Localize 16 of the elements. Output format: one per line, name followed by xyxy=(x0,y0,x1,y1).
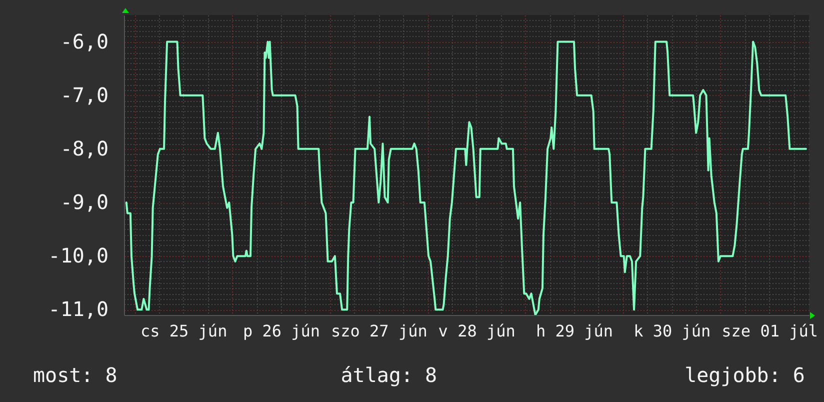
y-tick-label: -9,0 xyxy=(60,190,108,214)
y-tick-label: -6,0 xyxy=(60,29,108,54)
x-tick-label: v 28 jún xyxy=(438,322,516,340)
y-tick-label: -11,0 xyxy=(48,297,108,322)
x-tick-label: szo 27 jún xyxy=(331,322,428,340)
x-tick-label: cs 25 jún xyxy=(140,322,228,340)
x-tick-label: k 30 jún xyxy=(634,322,711,340)
y-tick-label: -7,0 xyxy=(60,82,108,107)
x-tick-label: h 29 jún xyxy=(536,322,614,340)
y-tick-label: -8,0 xyxy=(60,136,108,160)
y-tick-label: -10,0 xyxy=(48,244,108,268)
text: most: 8 xyxy=(33,363,118,387)
text: átlag: 8 xyxy=(340,363,438,387)
x-tick-label: p 26 jún xyxy=(242,322,320,340)
text: legjobb: 6 xyxy=(684,363,805,387)
x-tick-label: sze 01 júl xyxy=(722,322,818,340)
